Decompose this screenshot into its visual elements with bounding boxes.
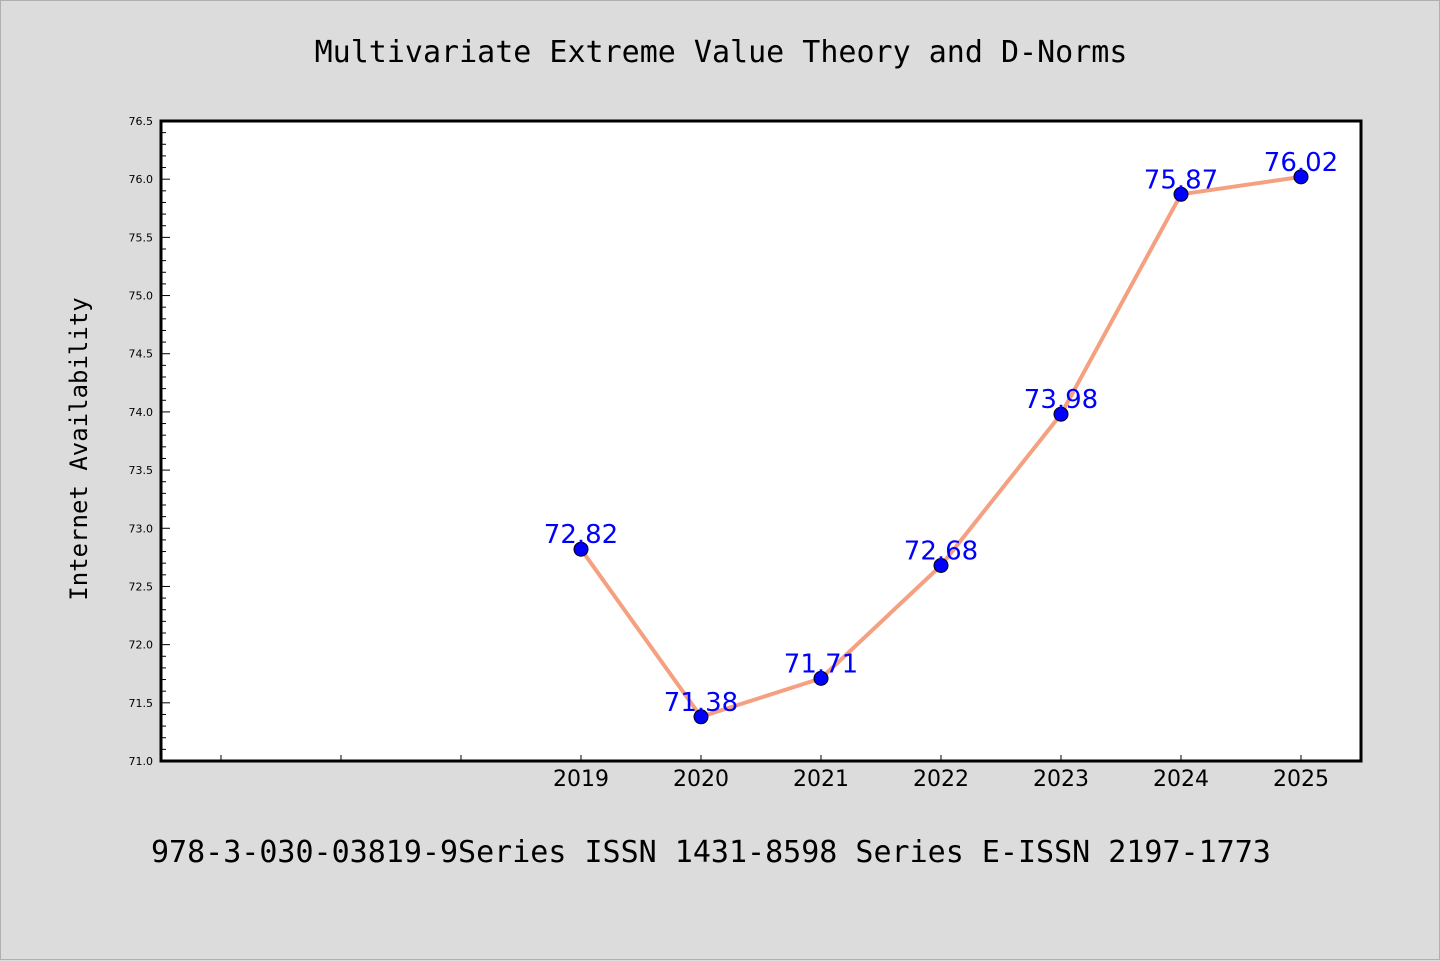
y-tick-label: 74.0 [129, 406, 154, 419]
data-label: 71.71 [784, 649, 858, 679]
data-point [1293, 169, 1309, 185]
y-tick-label: 75.0 [129, 290, 154, 303]
data-point [813, 670, 829, 686]
x-tick-label: 2022 [913, 767, 969, 792]
data-labels-group: 72.82 71.38 71.71 72.68 73.98 75.87 76.02 [544, 148, 1338, 718]
data-label: 76.02 [1264, 148, 1338, 178]
data-label: 75.87 [1144, 165, 1218, 195]
y-tick-label: 72.0 [129, 639, 154, 652]
x-tick-label: 2024 [1153, 767, 1209, 792]
x-tick-label: 2020 [673, 767, 729, 792]
data-point [1053, 406, 1069, 422]
y-axis-label: Internet Availability [65, 297, 93, 600]
axis-ticks: 71.0 71.5 72.0 72.5 73.0 73.5 74.0 74.5 75.0 75.5… [129, 115, 1330, 792]
y-tick-label: 73.0 [129, 522, 154, 535]
markers-group [573, 169, 1309, 725]
x-tick-label: 2025 [1273, 767, 1329, 792]
y-tick-label: 76.0 [129, 173, 154, 186]
x-tick-label: 2021 [793, 767, 849, 792]
data-point [933, 558, 949, 574]
y-tick-label: 73.5 [129, 464, 154, 477]
chart-title: Multivariate Extreme Value Theory and D-… [314, 35, 1128, 70]
y-tick-label: 71.5 [129, 697, 154, 710]
y-tick-label: 74.5 [129, 348, 154, 361]
data-point [693, 709, 709, 725]
data-point [1173, 186, 1189, 202]
y-tick-label: 71.0 [129, 755, 154, 768]
y-tick-label: 72.5 [129, 580, 154, 593]
footer-series-info: 978-3-030-03819-9Series ISSN 1431-8598 S… [151, 835, 1271, 870]
data-label: 73.98 [1024, 385, 1098, 415]
data-label: 72.68 [904, 537, 978, 567]
y-tick-label: 75.5 [129, 231, 154, 244]
x-tick-label: 2019 [553, 767, 609, 792]
data-label: 71.38 [664, 688, 738, 718]
x-tick-label: 2023 [1033, 767, 1089, 792]
y-tick-label: 76.5 [129, 115, 154, 128]
plot-area [159, 119, 1363, 763]
data-label: 72.82 [544, 520, 618, 550]
data-point [573, 541, 589, 557]
